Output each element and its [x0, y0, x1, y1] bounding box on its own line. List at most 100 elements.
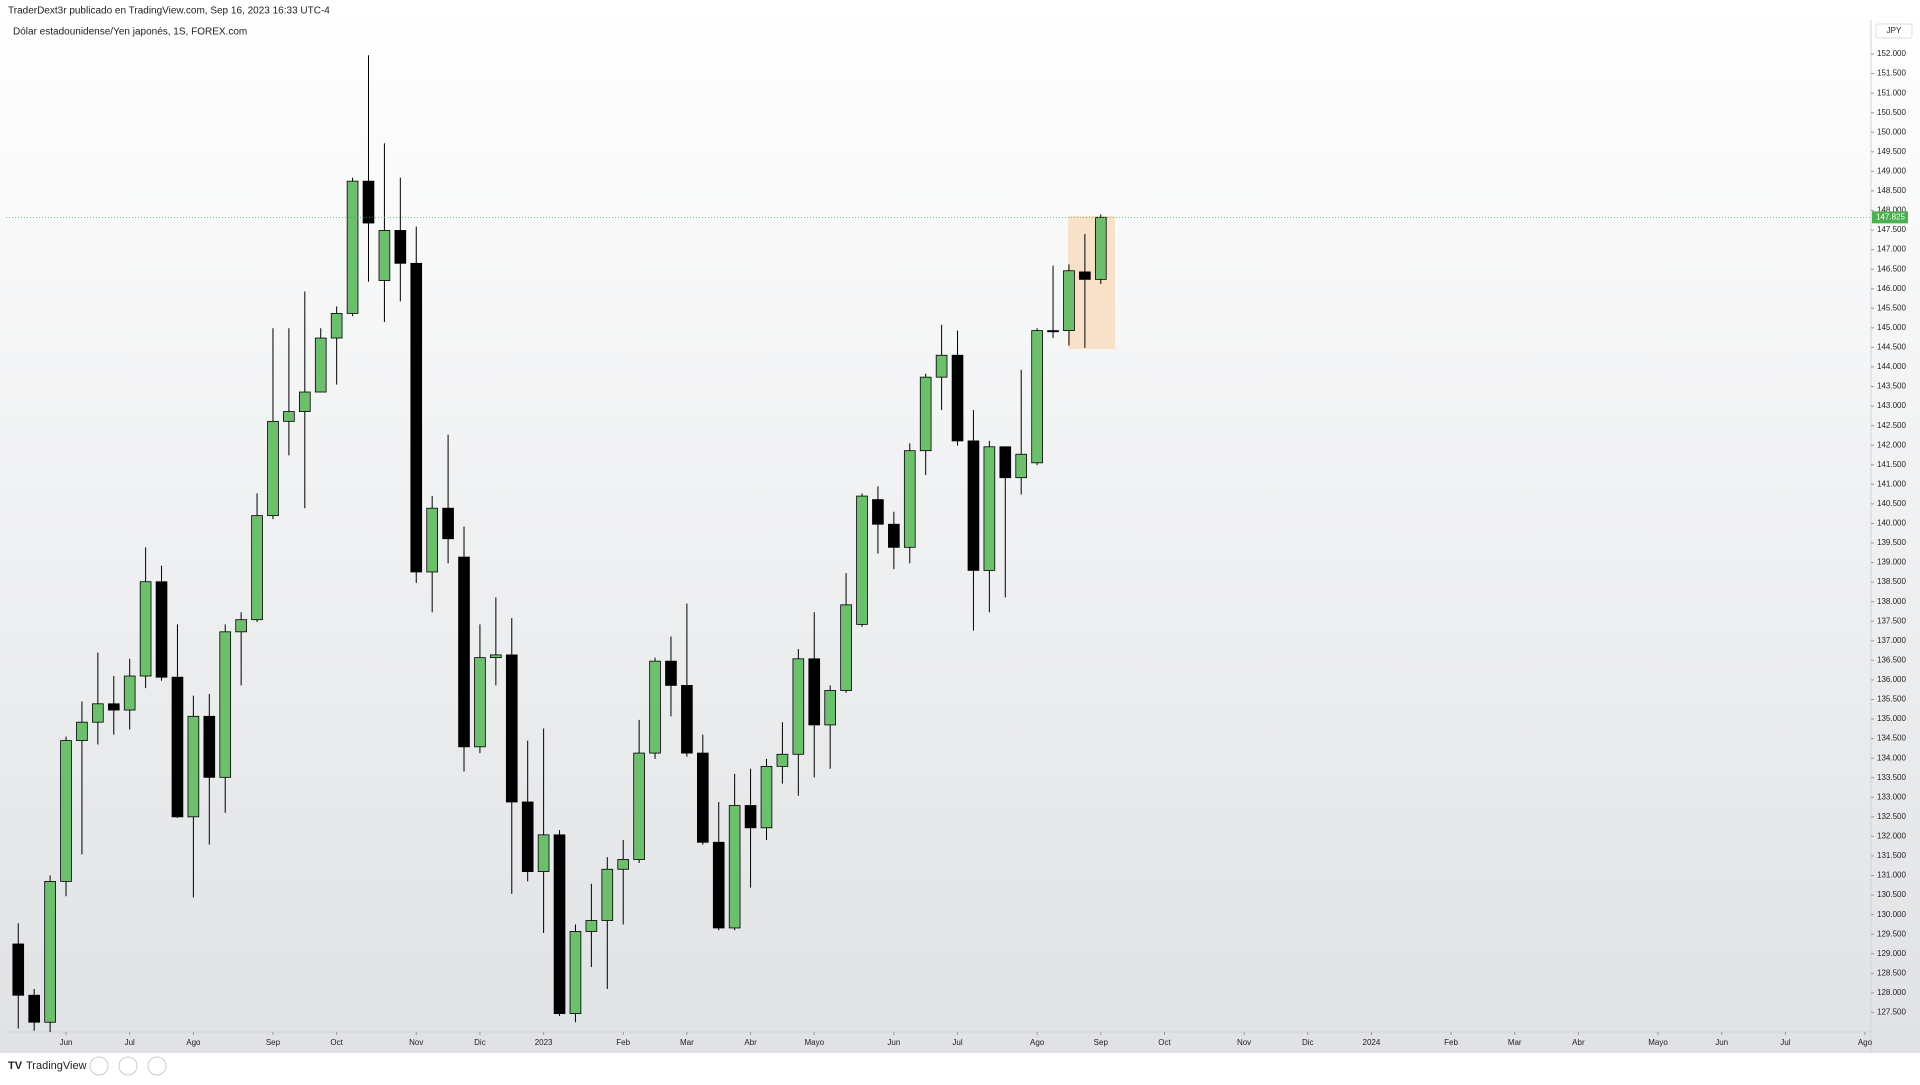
candle-body: [617, 859, 630, 870]
header-bar: [0, 0, 1920, 20]
candle-body: [983, 446, 996, 571]
y-tick-label: 135.500: [1877, 695, 1906, 704]
x-tick-label: Jul: [125, 1038, 135, 1047]
candle-body: [139, 581, 152, 677]
candle-body: [378, 230, 391, 281]
y-tick-label: 133.000: [1877, 792, 1906, 801]
y-tick-label: 138.000: [1877, 597, 1906, 606]
y-tick-label: 133.500: [1877, 773, 1906, 782]
x-tick-label: Dic: [474, 1038, 486, 1047]
candle-body: [903, 450, 916, 548]
candle-body: [792, 658, 805, 755]
candle-body: [537, 834, 550, 873]
footer-brand: TradingView: [26, 1060, 87, 1072]
candle-body: [474, 657, 486, 748]
y-tick-label: 139.000: [1877, 558, 1906, 567]
tv-logo: TV: [8, 1060, 23, 1072]
candle-body: [314, 337, 327, 393]
x-tick-label: Jul: [952, 1038, 962, 1047]
y-tick-label: 151.500: [1877, 69, 1906, 78]
y-tick-label: 141.500: [1877, 460, 1906, 469]
candle-body: [123, 675, 136, 711]
currency-button[interactable]: [1875, 23, 1913, 39]
candle-body: [919, 376, 932, 452]
candle-body: [346, 180, 359, 314]
x-tick-label: Jul: [1780, 1038, 1790, 1047]
y-tick-label: 137.000: [1877, 636, 1906, 645]
y-tick-label: 129.500: [1877, 929, 1906, 938]
candle-body: [633, 752, 645, 860]
currency-label[interactable]: JPY: [1887, 26, 1902, 35]
candle-body: [935, 354, 948, 378]
tool-icon[interactable]: [147, 1056, 167, 1076]
y-tick-label: 141.000: [1877, 479, 1906, 488]
highlight-box: [1068, 216, 1115, 349]
y-tick-label: 152.000: [1877, 49, 1906, 58]
x-tick-label: Feb: [616, 1038, 630, 1047]
candle-body: [744, 805, 757, 829]
y-tick-label: 142.000: [1877, 440, 1906, 449]
candle-body: [1094, 216, 1107, 280]
candle-body: [267, 420, 279, 517]
tool-icon[interactable]: [118, 1056, 138, 1076]
y-tick-label: 137.500: [1877, 616, 1906, 625]
footer-bar: [0, 1053, 1920, 1080]
x-tick-label: 2023: [535, 1038, 553, 1047]
y-tick-label: 147.500: [1877, 225, 1906, 234]
candle-body: [808, 658, 821, 726]
candle-body: [776, 753, 789, 767]
candle-body: [681, 685, 693, 754]
y-tick-label: 144.500: [1877, 343, 1906, 352]
x-tick-label: Oct: [1158, 1038, 1171, 1047]
x-tick-label: Sep: [1094, 1038, 1109, 1047]
y-tick-label: 136.500: [1877, 655, 1906, 664]
y-tick-label: 132.000: [1877, 832, 1906, 841]
candle-body: [505, 654, 518, 803]
y-tick-label: 143.000: [1877, 401, 1906, 410]
candle-body: [92, 703, 104, 723]
candle-body: [521, 801, 534, 873]
candle-body: [888, 523, 900, 548]
y-tick-label: 142.500: [1877, 421, 1906, 430]
candle-body: [649, 660, 661, 754]
candle-body: [203, 715, 216, 778]
x-tick-label: Ago: [1030, 1038, 1045, 1047]
y-tick-label: 145.000: [1877, 323, 1906, 332]
x-tick-label: 2024: [1363, 1038, 1381, 1047]
x-tick-label: Mar: [1508, 1038, 1522, 1047]
y-tick-label: 139.500: [1877, 538, 1906, 547]
candle-body: [458, 556, 470, 748]
candle-body: [299, 391, 311, 412]
y-tick-label: 143.500: [1877, 382, 1906, 391]
candle-body: [712, 841, 725, 929]
x-tick-label: Sep: [266, 1038, 281, 1047]
x-tick-label: Jun: [1715, 1038, 1728, 1047]
candle-body: [1031, 330, 1043, 464]
y-tick-label: 146.000: [1877, 284, 1906, 293]
tool-icon[interactable]: [89, 1056, 109, 1076]
candle-body: [872, 499, 884, 525]
x-tick-label: Dic: [1302, 1038, 1314, 1047]
x-tick-label: Jun: [887, 1038, 900, 1047]
publisher-line: TraderDext3r publicado en TradingView.co…: [8, 6, 330, 17]
candle-body: [840, 604, 852, 691]
symbol-title: Dólar estadounidense/Yen japonés, 1S, FO…: [13, 27, 247, 38]
y-tick-label: 147.000: [1877, 245, 1906, 254]
candle-body: [107, 703, 120, 711]
y-tick-label: 131.500: [1877, 851, 1906, 860]
candle-body: [1063, 270, 1075, 332]
y-tick-label: 128.500: [1877, 968, 1906, 977]
candle-body: [187, 715, 200, 818]
candle-body: [251, 515, 263, 621]
candle-body: [76, 721, 88, 741]
y-tick-label: 151.000: [1877, 88, 1906, 97]
candle-body: [44, 880, 56, 1023]
candle-body: [728, 805, 741, 929]
y-tick-label: 148.500: [1877, 186, 1906, 195]
candle-body: [824, 690, 836, 726]
last-price-label: 147.825: [1876, 212, 1905, 221]
candle-body: [999, 446, 1012, 479]
candle-body: [760, 765, 773, 829]
